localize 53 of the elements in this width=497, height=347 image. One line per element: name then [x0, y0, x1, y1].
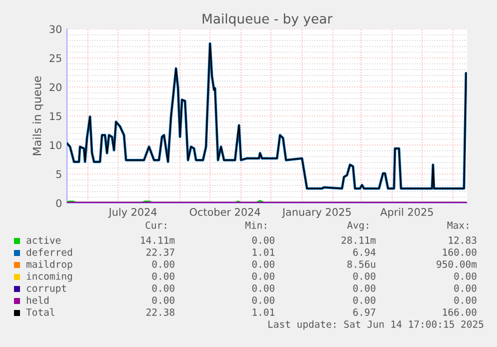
y-tick-label: 20	[50, 83, 62, 92]
text: 0.00	[252, 236, 274, 244]
text: 8.56u	[347, 260, 376, 268]
text: 0.00	[353, 272, 376, 280]
x-tick-label: October 2024	[190, 208, 260, 216]
text: 0.00	[454, 284, 476, 292]
x-tick-label: July 2024	[108, 208, 157, 218]
text: 6.94	[353, 248, 376, 256]
text: 0.00	[252, 296, 274, 304]
y-tick-label: 30	[50, 25, 62, 34]
chart-title: Mailqueue - by year	[202, 13, 333, 26]
legend-label: corrupt	[26, 284, 66, 294]
text: 166.00	[443, 308, 476, 316]
text: Min:	[245, 221, 266, 229]
text: 0.00	[152, 284, 174, 292]
text: 160.00	[443, 248, 476, 256]
text: 1.01	[252, 308, 274, 316]
text: 0.00	[454, 272, 476, 280]
text: Cur:	[146, 221, 166, 229]
text: Avg:	[347, 222, 368, 231]
y-tick-label: 15	[50, 112, 62, 120]
text: 0.00	[152, 260, 174, 268]
x-tick-label: January 2025	[282, 208, 351, 218]
y-tick-label: 5	[56, 170, 62, 178]
text: 6.97	[353, 308, 376, 316]
text: 28.11m	[342, 236, 376, 244]
text: 14.11m	[141, 236, 175, 244]
text: 22.37	[146, 248, 174, 256]
text: 22.38	[146, 308, 174, 316]
y-axis-title: Mails in queue	[32, 76, 44, 156]
text: 0.00	[252, 272, 274, 280]
legend-label: active	[26, 236, 61, 244]
y-tick-label: 10	[50, 141, 62, 150]
text: 950.00m	[436, 260, 477, 268]
text: 0.00	[252, 284, 274, 292]
text: 12.83	[448, 236, 476, 244]
text: 0.00	[152, 272, 174, 280]
text: 0.00	[353, 296, 376, 304]
text: 0.00	[353, 284, 376, 292]
text: Max:	[447, 222, 468, 229]
text: 0.00	[252, 260, 274, 268]
y-tick-label: 25	[50, 54, 62, 62]
y-tick-label: 0	[56, 199, 62, 208]
x-tick-label: April 2025	[380, 208, 433, 218]
legend-label: maildrop	[26, 260, 72, 270]
legend-label: Total	[26, 308, 54, 316]
text: 1.01	[252, 248, 274, 256]
text: Last update: Sat Jun 14 17:00:15 2025	[268, 320, 484, 330]
legend-label: held	[26, 296, 49, 304]
text: 0.00	[454, 296, 476, 304]
legend-label: deferred	[26, 248, 72, 256]
text: 0.00	[152, 296, 174, 304]
legend-label: incoming	[26, 272, 72, 282]
